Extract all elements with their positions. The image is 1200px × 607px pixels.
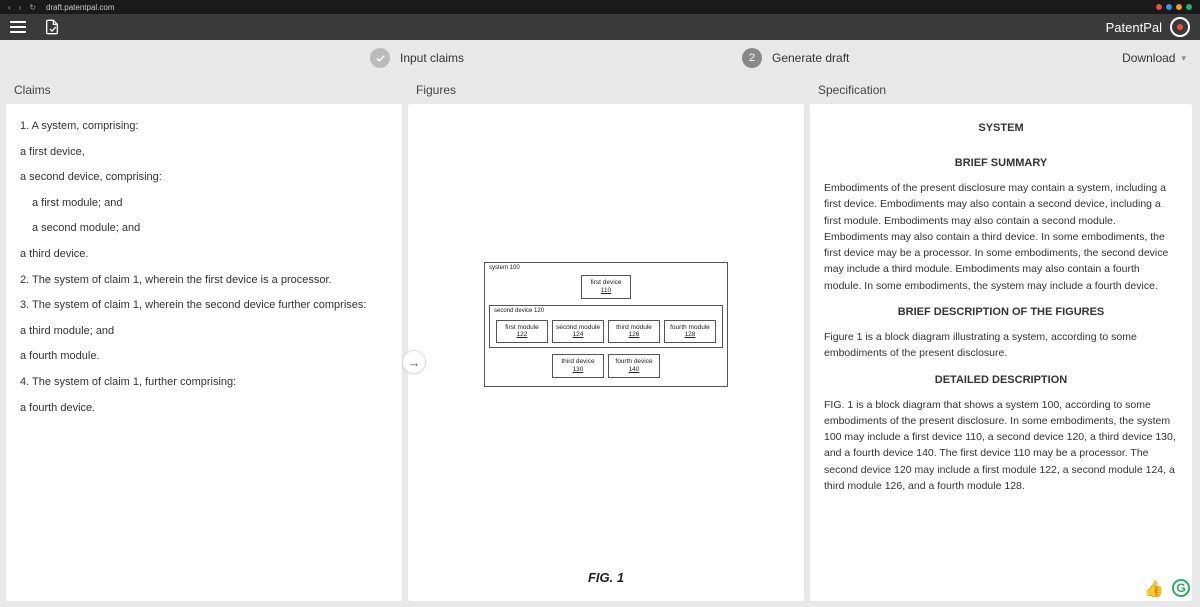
spec-title: SYSTEM (824, 120, 1178, 137)
spec-paragraph: Figure 1 is a block diagram illustrating… (824, 329, 1178, 362)
spec-heading: BRIEF DESCRIPTION OF THE FIGURES (824, 304, 1178, 321)
figure-box: third module126 (608, 320, 660, 344)
browser-extensions (1156, 4, 1192, 10)
claim-line[interactable]: a second device, comprising: (20, 169, 388, 187)
spec-paragraph: FIG. 1 is a block diagram that shows a s… (824, 397, 1178, 495)
browser-chrome: ‹ › ↻ draft.patentpal.com (0, 0, 1200, 14)
transfer-arrow-button[interactable]: → (402, 350, 426, 374)
figure-row: third device130fourth device140 (489, 354, 723, 378)
grammarly-icon[interactable]: G (1172, 579, 1190, 597)
figure-box: second module124 (552, 320, 604, 344)
claim-line[interactable]: a fourth device. (20, 400, 388, 418)
figure-second-device: second device 120 first module122second … (489, 305, 723, 349)
brand: PatentPal (1106, 17, 1190, 37)
step-label: Input claims (400, 51, 464, 65)
step-input-claims[interactable]: Input claims (370, 48, 464, 68)
brand-name: PatentPal (1106, 20, 1162, 35)
figure-box: fourth module128 (664, 320, 716, 344)
figure-caption: FIG. 1 (588, 570, 624, 585)
second-device-label: second device 120 (494, 308, 544, 314)
app-header: PatentPal (0, 14, 1200, 40)
figure-row: first device110 (489, 275, 723, 299)
document-icon[interactable] (44, 19, 60, 35)
ext-icon[interactable] (1186, 4, 1192, 10)
spec-paragraph: Embodiments of the present disclosure ma… (824, 180, 1178, 294)
spec-heading: BRIEF SUMMARY (824, 155, 1178, 172)
reload-icon[interactable]: ↻ (29, 3, 36, 12)
claim-line[interactable]: a first device, (20, 144, 388, 162)
figure-box: fourth device140 (608, 354, 660, 378)
download-label: Download (1122, 51, 1175, 65)
main-columns: 1. A system, comprising: a first device, a… (0, 104, 1200, 607)
step-number-icon: 2 (742, 48, 762, 68)
claim-line[interactable]: 2. The system of claim 1, wherein the fi… (20, 272, 388, 290)
claim-line[interactable]: 3. The system of claim 1, wherein the se… (20, 297, 388, 315)
claims-header: Claims (6, 83, 402, 97)
back-icon[interactable]: ‹ (8, 3, 11, 12)
forward-icon[interactable]: › (19, 3, 22, 12)
claim-line[interactable]: 4. The system of claim 1, further compri… (20, 374, 388, 392)
brand-logo-icon (1170, 17, 1190, 37)
figure-diagram: system 100 first device110 second device… (484, 262, 728, 387)
claim-line[interactable]: 1. A system, comprising: (20, 118, 388, 136)
step-label: Generate draft (772, 51, 849, 65)
figure-box: third device130 (552, 354, 604, 378)
figure-box: first device110 (581, 275, 631, 299)
helper-icons: 👍 G (1144, 579, 1190, 599)
claim-line[interactable]: a third device. (20, 246, 388, 264)
section-headers: Claims Figures Specification (0, 76, 1200, 104)
claim-line[interactable]: a third module; and (20, 323, 388, 341)
step-generate-draft[interactable]: 2 Generate draft (742, 48, 849, 68)
ext-icon[interactable] (1176, 4, 1182, 10)
claim-line[interactable]: a fourth module. (20, 348, 388, 366)
specification-panel: SYSTEM BRIEF SUMMARY Embodiments of the … (810, 104, 1192, 601)
figures-panel: system 100 first device110 second device… (408, 104, 804, 601)
figure-box: first module122 (496, 320, 548, 344)
claim-line[interactable]: a second module; and (20, 220, 388, 238)
ext-icon[interactable] (1166, 4, 1172, 10)
browser-nav-icons: ‹ › ↻ (8, 3, 36, 12)
ext-icon[interactable] (1156, 4, 1162, 10)
claims-panel[interactable]: 1. A system, comprising: a first device, a… (6, 104, 402, 601)
browser-url: draft.patentpal.com (46, 3, 114, 12)
download-button[interactable]: Download ▾ (1122, 51, 1186, 65)
menu-icon[interactable] (10, 21, 26, 33)
stepper-row: Input claims 2 Generate draft Download ▾ (0, 40, 1200, 76)
figures-panel-wrap: → system 100 first device110 second devi… (408, 104, 804, 601)
spec-heading: DETAILED DESCRIPTION (824, 372, 1178, 389)
system-label: system 100 (489, 265, 520, 271)
step-check-icon (370, 48, 390, 68)
chevron-down-icon: ▾ (1181, 53, 1186, 64)
claim-line[interactable]: a first module; and (20, 195, 388, 213)
specification-header: Specification (810, 83, 1192, 97)
thumbs-up-icon[interactable]: 👍 (1144, 579, 1164, 599)
figures-header: Figures (408, 83, 804, 97)
